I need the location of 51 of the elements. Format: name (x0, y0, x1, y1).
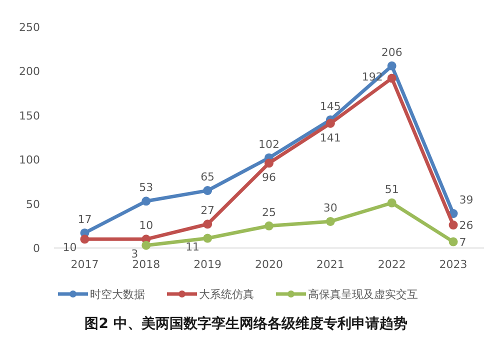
data-label: 30 (323, 201, 338, 214)
legend-label: 大系统仿真 (199, 288, 254, 301)
point (387, 61, 396, 70)
point (203, 220, 212, 229)
x-tick-label: 2019 (194, 258, 222, 271)
y-tick-label: 100 (19, 154, 40, 167)
y-tick-label: 50 (26, 198, 40, 211)
point (264, 158, 274, 168)
data-label: 26 (459, 219, 474, 232)
x-tick-label: 2021 (316, 258, 344, 271)
y-tick-label: 0 (33, 242, 40, 255)
x-tick-label: 2018 (132, 258, 160, 271)
data-label: 17 (78, 212, 92, 226)
point (264, 221, 274, 230)
data-label: 39 (459, 194, 474, 207)
x-tick-label: 2022 (378, 258, 406, 271)
data-label: 65 (200, 170, 215, 184)
data-label: 27 (200, 204, 215, 218)
point (326, 118, 335, 128)
data-label: 3 (131, 247, 138, 260)
data-label: 10 (62, 241, 77, 254)
point (387, 74, 396, 83)
x-tick-label: 2023 (439, 258, 468, 271)
y-tick-label: 250 (19, 21, 40, 34)
point (326, 216, 335, 226)
point (448, 220, 458, 230)
point (80, 234, 90, 244)
data-label: 96 (262, 171, 276, 184)
data-label: 141 (320, 131, 341, 144)
legend-label: 时空大数据 (90, 288, 145, 301)
data-label: 51 (384, 182, 399, 196)
data-label: 206 (381, 46, 402, 59)
point (387, 198, 396, 208)
point (142, 196, 151, 206)
point (203, 186, 212, 196)
data-label: 11 (186, 240, 200, 254)
data-label: 145 (320, 100, 341, 113)
x-tick-label: 2020 (255, 258, 283, 271)
text: 图2 中、美两国数字孪生网络各级维度专利申请趋势 (84, 315, 408, 332)
point (203, 234, 212, 243)
data-label: 25 (262, 206, 276, 219)
y-tick-label: 200 (19, 65, 40, 78)
data-label: 7 (459, 236, 466, 249)
y-tick-label: 150 (19, 109, 40, 122)
legend-label: 高保真呈现及虚实交互 (308, 288, 418, 301)
point (448, 237, 458, 246)
point (142, 240, 151, 250)
data-label: 53 (139, 181, 154, 194)
data-label: 10 (139, 219, 154, 232)
data-label: 102 (258, 138, 280, 151)
x-tick-label: 2017 (70, 258, 99, 271)
